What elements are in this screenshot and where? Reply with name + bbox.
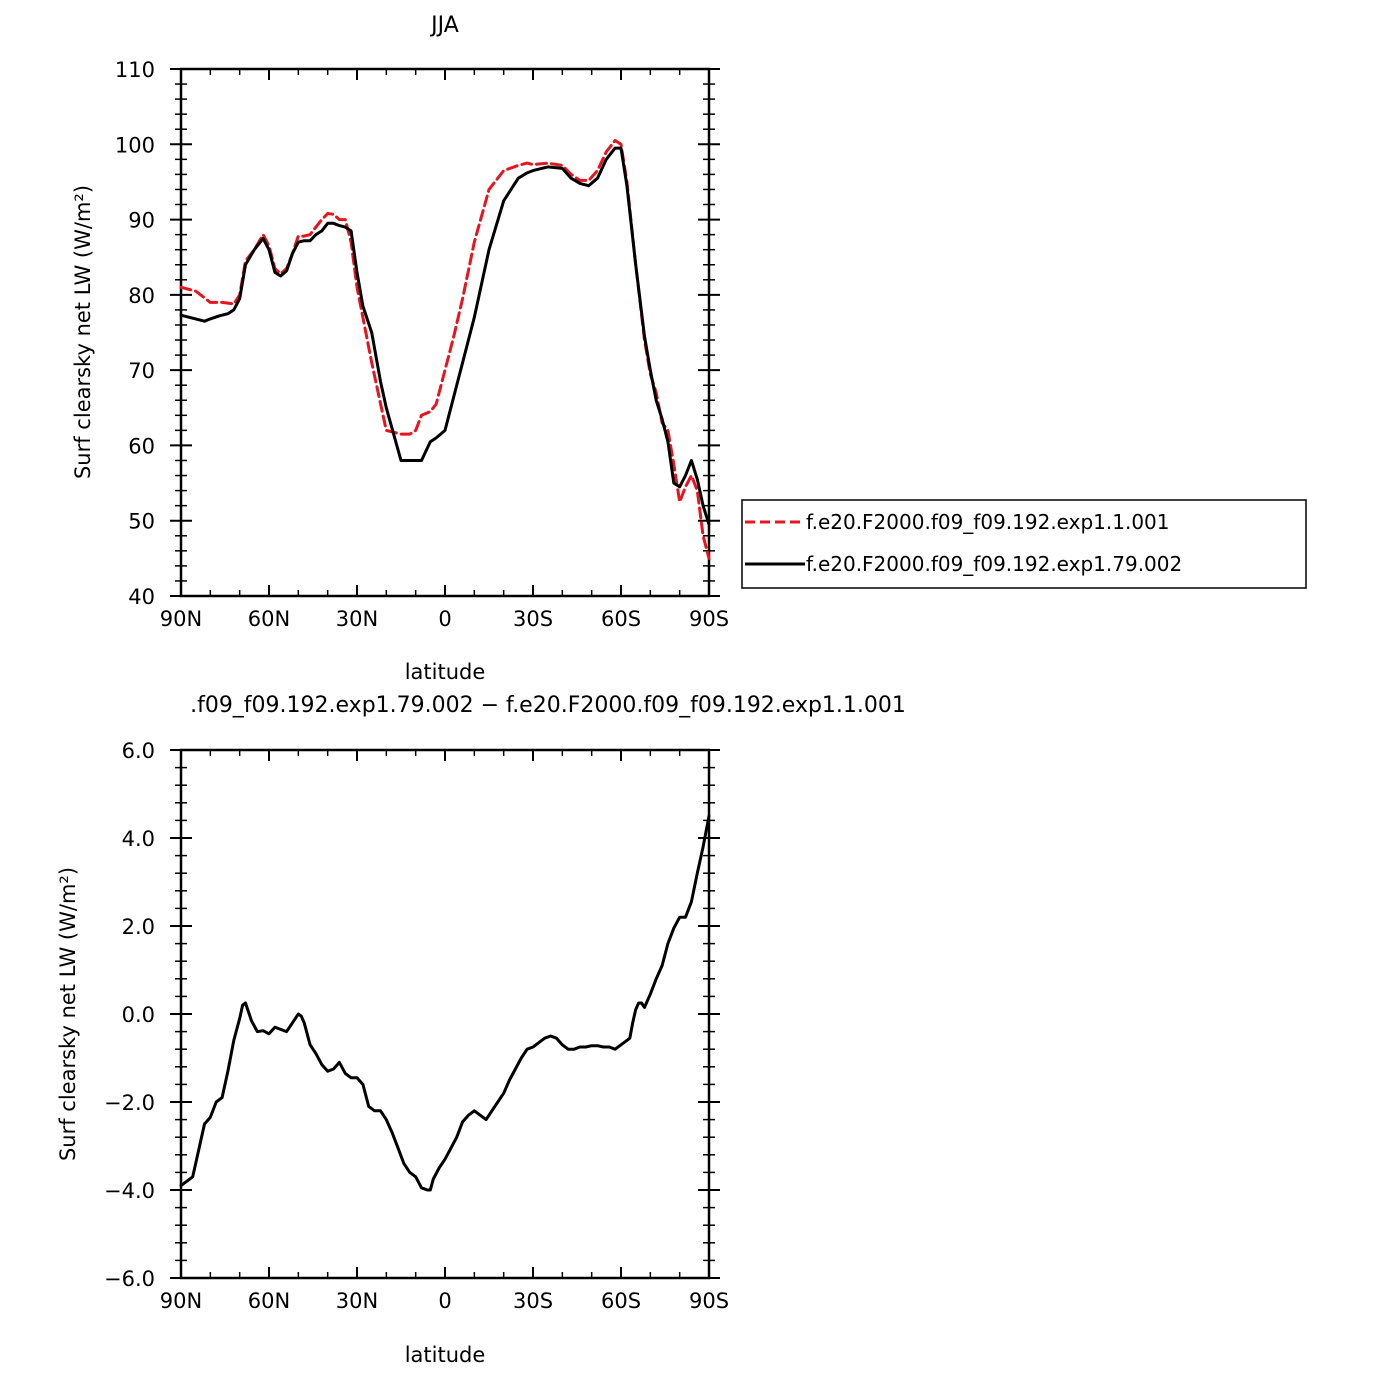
bottom-y-tick-label: 0.0: [122, 1003, 155, 1027]
top-legend: f.e20.F2000.f09_f09.192.exp1.1.001 f.e20…: [741, 499, 1307, 589]
bottom-x-tick-label: 90N: [160, 1289, 202, 1313]
top-y-tick-label: 110: [115, 58, 155, 82]
top-chart-title: JJA: [429, 13, 459, 38]
bottom-x-tick-label: 90S: [689, 1289, 729, 1313]
top-x-tick-label: 30S: [513, 607, 553, 631]
top-series-line-2: [179, 146, 711, 526]
bottom-series-line-1: [179, 814, 711, 1192]
top-x-tick-label: 90S: [689, 607, 729, 631]
bottom-y-tick-label: 6.0: [122, 739, 155, 763]
top-plot-frame: [179, 67, 711, 598]
bottom-plot-frame: [179, 748, 711, 1280]
panel-bottom-chart: .f09_f09.192.exp1.79.002 − f.e20.F2000.f…: [56, 693, 906, 1367]
legend-box: [741, 499, 1307, 589]
bottom-y-tick-label: −4.0: [104, 1179, 155, 1203]
top-y-tick-label: 90: [128, 209, 155, 233]
bottom-x-axis-label: latitude: [405, 1343, 486, 1367]
legend-label-series-1: f.e20.F2000.f09_f09.192.exp1.1.001: [806, 510, 1170, 534]
top-y-tick-label: 100: [115, 133, 155, 157]
top-y-tick-label: 60: [128, 434, 155, 458]
top-x-axis-label: latitude: [405, 660, 486, 684]
top-axes: 90N 60N 30N 0 30S 60S 90S 40 50 60 70 80 90 100 110: [115, 58, 729, 631]
bottom-x-tick-label: 30S: [513, 1289, 553, 1313]
top-y-tick-label: 50: [128, 510, 155, 534]
top-series-group: [179, 139, 711, 560]
top-y-axis-label: Surf clearsky net LW (W/m²): [71, 185, 95, 479]
bottom-chart-title: .f09_f09.192.exp1.79.002 − f.e20.F2000.f…: [190, 693, 906, 718]
bottom-y-tick-label: 2.0: [122, 915, 155, 939]
bottom-x-tick-label: 30N: [336, 1289, 378, 1313]
bottom-x-tick-label: 60N: [248, 1289, 290, 1313]
top-y-tick-label: 80: [128, 284, 155, 308]
top-y-tick-label: 70: [128, 359, 155, 383]
top-x-tick-label: 0: [438, 607, 451, 631]
bottom-axes: 90N 60N 30N 0 30S 60S 90S −6.0 −4.0 −2.0 0.0 2.0 4.0…: [104, 739, 729, 1313]
top-x-tick-label: 90N: [160, 607, 202, 631]
bottom-y-tick-label: −6.0: [104, 1267, 155, 1291]
bottom-x-tick-label: 60S: [601, 1289, 641, 1313]
bottom-series-group: [179, 814, 711, 1192]
bottom-y-axis-label: Surf clearsky net LW (W/m²): [56, 867, 80, 1161]
panel-top-chart: JJA 90N 60N 30N 0 30S 60S 90S 40 50 60 70 80 90 100 11…: [71, 13, 1307, 684]
bottom-y-tick-label: −2.0: [104, 1091, 155, 1115]
top-y-tick-label: 40: [128, 585, 155, 609]
top-x-tick-label: 60S: [601, 607, 641, 631]
top-x-tick-label: 60N: [248, 607, 290, 631]
top-x-tick-label: 30N: [336, 607, 378, 631]
legend-label-series-2: f.e20.F2000.f09_f09.192.exp1.79.002: [806, 552, 1182, 576]
bottom-y-tick-label: 4.0: [122, 827, 155, 851]
bottom-x-tick-label: 0: [438, 1289, 451, 1313]
